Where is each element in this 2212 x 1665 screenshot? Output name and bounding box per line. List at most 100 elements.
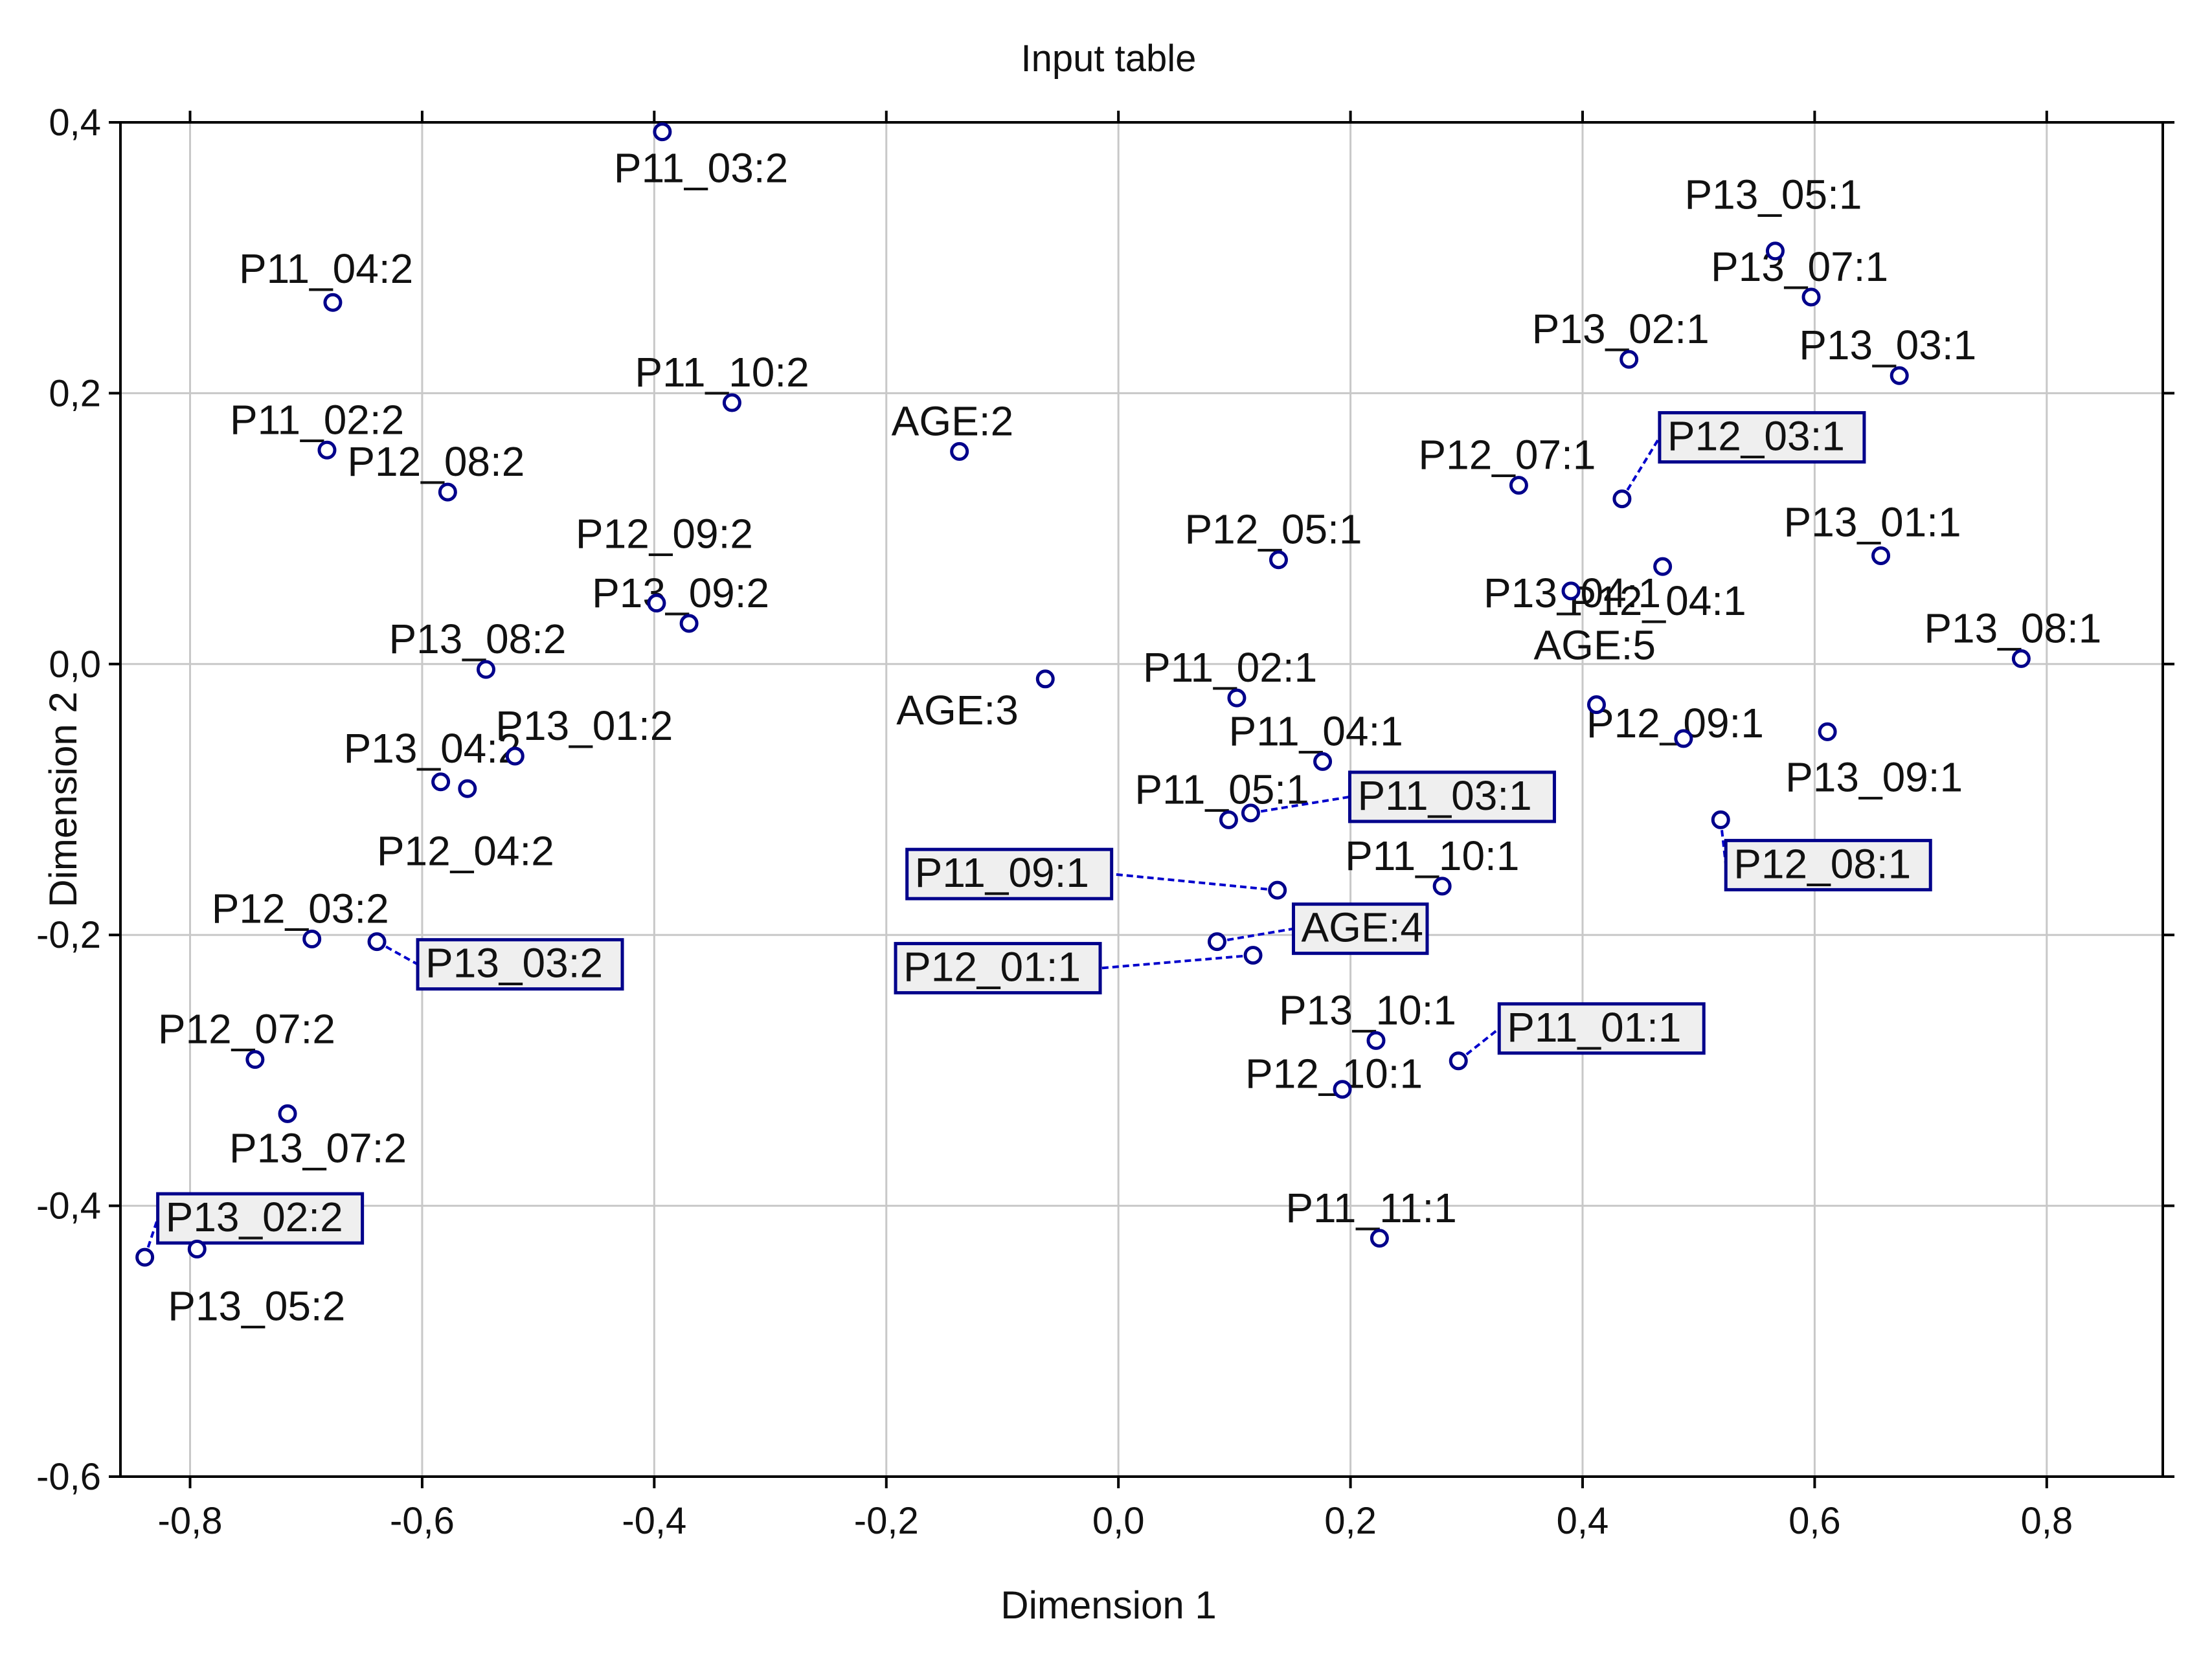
point-label-p13-10-1: P13_10:1 xyxy=(1279,987,1456,1033)
leader-line-p13-03-2 xyxy=(376,940,419,966)
leader-line-p12-01-1 xyxy=(1100,954,1254,970)
data-point-p13-05-1 xyxy=(1765,241,1785,261)
leader-line-p11-01-1 xyxy=(1457,1027,1500,1062)
point-label-p13-02-2: P13_02:2 xyxy=(166,1194,343,1240)
point-label-p13-07-1: P13_07:1 xyxy=(1711,243,1888,290)
data-point-p11-03-1 xyxy=(1241,803,1260,823)
data-point-p13-04-1 xyxy=(1561,581,1581,601)
point-label-p11-04-1: P11_04:1 xyxy=(1229,708,1403,754)
data-point-p13-04-2 xyxy=(431,772,451,792)
label-box-p12-01-1 xyxy=(894,942,1102,995)
point-label-p12-08-1: P12_08:1 xyxy=(1733,840,1911,887)
data-point-p11-04-2 xyxy=(323,293,343,312)
data-point-p11-03-2 xyxy=(653,122,672,142)
x-tick-label: 0,2 xyxy=(1324,1500,1377,1542)
point-label-p11-11-1: P11_11:1 xyxy=(1285,1185,1457,1231)
point-label-p13-05-1: P13_05:1 xyxy=(1684,172,1862,218)
x-tick-label: 0,6 xyxy=(1789,1500,1841,1542)
point-label-p13-01-2: P13_01:2 xyxy=(495,702,673,749)
data-point-p13-09-1 xyxy=(1818,722,1837,741)
point-label-p11-02-1: P11_02:1 xyxy=(1143,644,1317,691)
data-point-p13-08-1 xyxy=(2011,649,2031,668)
data-point-age-2 xyxy=(950,441,969,461)
data-point-p12-03-1 xyxy=(1612,489,1632,509)
data-point-p11-02-1 xyxy=(1227,688,1247,708)
point-label-p11-04-2: P11_04:2 xyxy=(239,245,413,292)
leader-line-p12-08-1 xyxy=(1719,820,1728,866)
leader-line-age-4 xyxy=(1217,927,1294,943)
point-label-p13-07-2: P13_07:2 xyxy=(229,1124,407,1171)
point-label-p11-02-2: P11_02:2 xyxy=(230,396,404,443)
point-label-p11-03-2: P11_03:2 xyxy=(614,145,788,192)
point-label-p12-03-2: P12_03:2 xyxy=(212,885,389,932)
point-label-p12-01-1: P12_01:1 xyxy=(903,944,1081,990)
x-tick-label: -0,4 xyxy=(622,1500,686,1542)
data-point-p11-05-1 xyxy=(1219,810,1238,829)
y-tick-label: -0,6 xyxy=(36,1456,101,1498)
label-box-age-4 xyxy=(1291,902,1429,955)
point-label-p12-03-1: P12_03:1 xyxy=(1667,413,1845,460)
y-tick-label: 0,4 xyxy=(49,102,101,144)
data-point-p12-08-1 xyxy=(1711,810,1730,829)
data-point-p13-05-2 xyxy=(187,1240,207,1259)
leader-line-p12-03-1 xyxy=(1621,436,1661,500)
point-label-p11-01-1: P11_01:1 xyxy=(1507,1004,1681,1051)
point-label-p11-10-2: P11_10:2 xyxy=(635,349,809,396)
point-label-p12-04-2: P12_04:2 xyxy=(377,827,554,874)
data-point-p13-02-2 xyxy=(135,1247,155,1267)
data-point-p11-02-2 xyxy=(317,440,337,460)
data-point-p12-08-2 xyxy=(438,482,457,502)
data-point-p13-03-2 xyxy=(367,932,387,952)
label-box-p13-03-2 xyxy=(416,938,624,991)
data-point-p12-04-1 xyxy=(1653,557,1673,576)
data-point-p13-10-1 xyxy=(1366,1031,1386,1050)
point-label-age-3: AGE:3 xyxy=(896,687,1019,733)
point-labels: P11_03:2 P11_04:2 P11_10:2 P11_02:2P12_08:2… xyxy=(143,145,2101,1330)
point-label-p13-08-2: P13_08:2 xyxy=(389,616,566,662)
data-point-p12-09-2 xyxy=(647,594,666,613)
data-point-p12-03-2 xyxy=(302,929,322,948)
point-label-p13-05-2: P13_05:2 xyxy=(168,1283,345,1330)
data-point-p13-07-2 xyxy=(278,1104,297,1123)
plot-frame xyxy=(119,121,2164,1478)
x-tick-label: -0,6 xyxy=(390,1500,455,1542)
data-point-p13-09-2 xyxy=(679,614,699,633)
x-tick-label: 0,4 xyxy=(1557,1500,1609,1542)
point-label-p13-03-2: P13_03:2 xyxy=(425,940,603,987)
data-point-p13-08-2 xyxy=(476,660,495,679)
point-label-age-4: AGE:4 xyxy=(1301,904,1423,951)
x-tick-label: 0,0 xyxy=(1092,1500,1145,1542)
label-box-p12-03-1 xyxy=(1658,411,1866,464)
point-label-p13-02-1: P13_02:1 xyxy=(1532,306,1710,352)
label-box-p11-01-1 xyxy=(1497,1002,1706,1055)
data-point-p11-01-1 xyxy=(1449,1051,1468,1071)
x-axis-label: Dimension 1 xyxy=(1000,1583,1217,1627)
chart-title: Input table xyxy=(1021,38,1197,80)
data-point-p13-01-1 xyxy=(1871,546,1891,565)
data-point-p12-05-1 xyxy=(1269,550,1288,570)
data-point-p12-04-2 xyxy=(458,779,477,798)
data-point-p13-03-1 xyxy=(1890,366,1909,385)
label-box-p12-08-1 xyxy=(1724,838,1932,891)
data-point-p12-09-1 xyxy=(1674,729,1693,748)
point-label-p11-10-1: P11_10:1 xyxy=(1345,832,1519,879)
label-box-p11-09-1 xyxy=(905,847,1114,900)
point-label-p13-01-1: P13_01:1 xyxy=(1784,498,1961,545)
data-point-p12-10-1 xyxy=(1333,1080,1352,1099)
point-label-p12-04-1: P12_04:1 xyxy=(1569,577,1746,624)
x-tick-label: 0,8 xyxy=(2020,1500,2073,1542)
label-box-p13-02-2 xyxy=(156,1192,365,1245)
label-box-p11-03-1 xyxy=(1348,770,1556,823)
point-label-p13-03-1: P13_03:1 xyxy=(1799,322,1976,368)
y-tick-label: -0,2 xyxy=(36,914,101,956)
data-point-p13-02-1 xyxy=(1620,350,1639,369)
point-label-p13-04-2: P13_04:2 xyxy=(344,725,521,772)
point-label-p12-09-2: P12_09:2 xyxy=(576,511,753,557)
point-label-p11-03-1: P11_03:1 xyxy=(1357,772,1531,819)
point-label-p12-07-2: P12_07:2 xyxy=(158,1006,335,1053)
data-point-p13-07-1 xyxy=(1801,287,1821,307)
data-point-p11-11-1 xyxy=(1370,1229,1389,1248)
x-tick-label: -0,8 xyxy=(158,1500,223,1542)
